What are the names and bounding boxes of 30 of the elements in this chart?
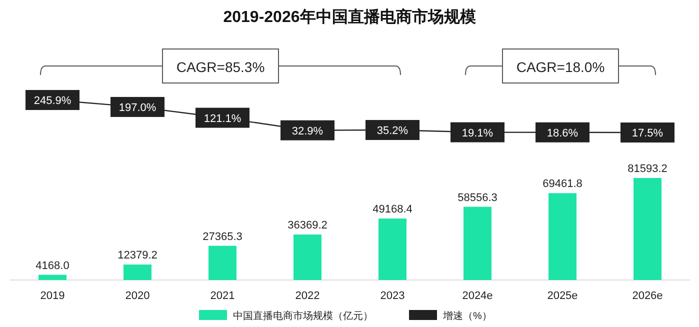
x-tick-label: 2022 — [295, 290, 320, 302]
data-label: 27365.3 — [202, 230, 242, 243]
x-tick-label: 2024e — [462, 290, 493, 302]
bar — [208, 246, 236, 280]
bar — [548, 193, 576, 280]
x-tick-label: 2019 — [40, 290, 65, 302]
x-tick-label: 2020 — [125, 290, 150, 302]
legend-label: 中国直播电商市场规模（亿元） — [233, 310, 373, 322]
bar — [634, 178, 662, 280]
x-tick-label: 2025e — [547, 290, 578, 302]
x-tick-label: 2026e — [632, 290, 663, 302]
data-label: 58556.3 — [458, 192, 498, 204]
data-label: 36369.2 — [288, 220, 328, 232]
data-label: 4168.0 — [36, 260, 70, 272]
bar — [38, 274, 66, 280]
bar — [124, 264, 152, 280]
bar — [464, 206, 492, 280]
data-label: 81593.2 — [628, 163, 668, 175]
legend-label: 增速（%） — [442, 310, 492, 322]
data-label: 17.5% — [632, 128, 664, 140]
bar — [378, 218, 406, 280]
text: CAGR=85.3% — [176, 59, 265, 75]
text: CAGR=18.0% — [516, 59, 605, 75]
data-label: 12379.2 — [118, 250, 158, 262]
x-tick-label: 2023 — [380, 290, 405, 302]
data-label: 69461.8 — [542, 178, 582, 190]
chart-title: 2019-2026年中国直播电商市场规模 — [223, 8, 476, 26]
data-label: 49168.4 — [372, 204, 412, 216]
bar — [294, 234, 322, 280]
x-tick-label: 2021 — [210, 290, 235, 302]
